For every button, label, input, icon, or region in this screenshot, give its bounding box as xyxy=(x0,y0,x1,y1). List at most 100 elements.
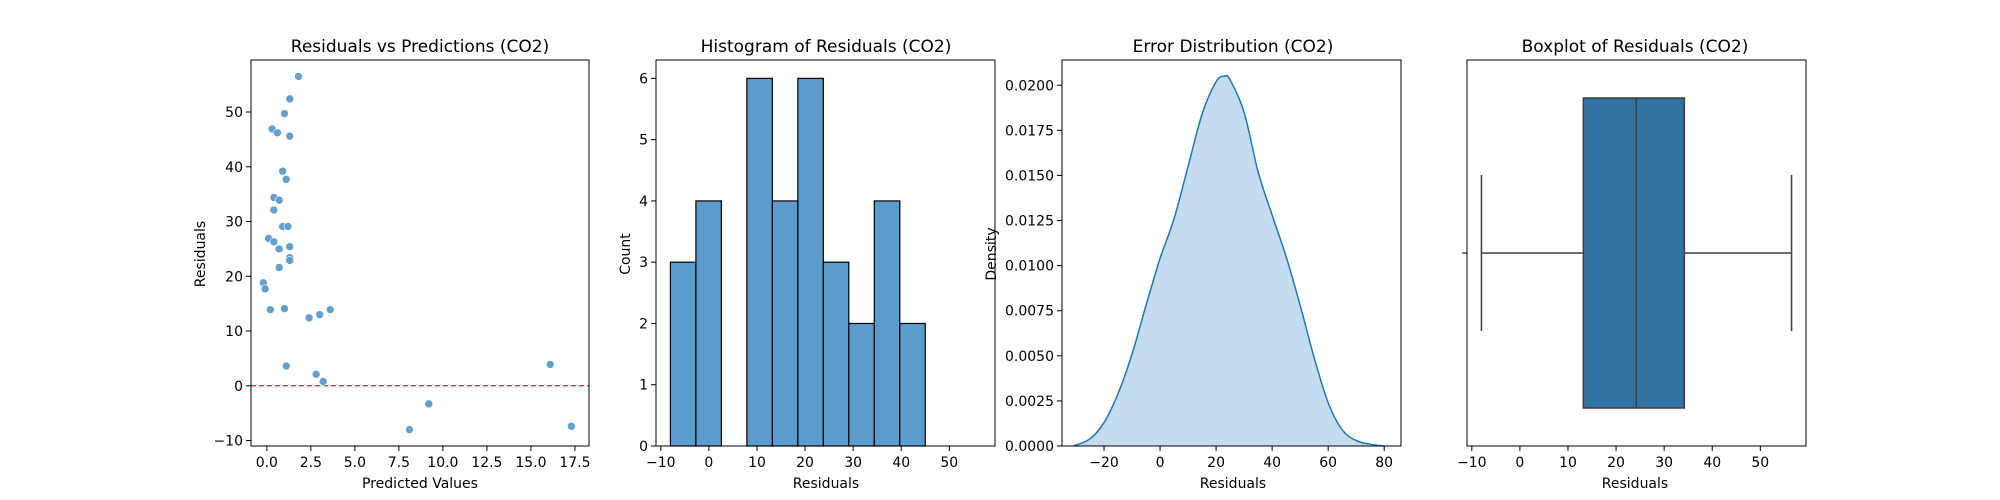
scatter-title: Residuals vs Predictions (CO2) xyxy=(291,37,549,57)
scatter-point xyxy=(283,222,293,231)
scatter-point xyxy=(285,256,295,265)
scatter-x-tick-label: 0.0 xyxy=(256,455,278,471)
scatter-y-label: Residuals xyxy=(193,221,209,287)
scatter-y-tick-label: 40 xyxy=(225,160,243,176)
histogram-bar xyxy=(899,322,926,447)
density-panel: −20 0 20 40 60 80 0.0000 0.0025 0.0050 0.0075 0.01… xyxy=(984,37,1402,492)
scatter-point xyxy=(285,242,295,252)
scatter-point xyxy=(304,313,314,323)
density-y-tick-label: 0.0200 xyxy=(1005,78,1054,94)
density-x-tick-label: 20 xyxy=(1207,455,1225,471)
scatter-point xyxy=(266,305,275,314)
histogram-x-tick-label: 50 xyxy=(940,455,958,471)
histogram-y-label: Count xyxy=(618,233,634,275)
scatter-x-tick-label: 17.5 xyxy=(559,455,590,471)
scatter-x-tick-label: 15.0 xyxy=(515,455,546,471)
scatter-x-label: Predicted Values xyxy=(362,476,478,492)
scatter-point xyxy=(281,175,291,184)
histogram-x-tick-label: 40 xyxy=(892,455,910,471)
histogram-x-tick-label: −10 xyxy=(646,455,676,471)
histogram-y-tick-label: 3 xyxy=(639,255,648,271)
scatter-point xyxy=(269,205,279,215)
density-x-tick-label: −20 xyxy=(1089,455,1119,471)
boxplot-title: Boxplot of Residuals (CO2) xyxy=(1522,37,1749,57)
histogram-bar xyxy=(797,77,824,447)
scatter-x-tick-label: 12.5 xyxy=(471,455,502,471)
density-frame xyxy=(1061,59,1402,447)
scatter-point xyxy=(269,237,279,247)
histogram-x-tick-label: 10 xyxy=(748,455,766,471)
histogram-y-tick-label: 6 xyxy=(639,71,648,87)
scatter-point xyxy=(294,72,303,81)
histogram-y-tick-label: 4 xyxy=(639,194,648,210)
histogram-x-tick-label: 0 xyxy=(704,455,713,471)
density-y-tick-label: 0.0000 xyxy=(1005,439,1054,455)
scatter-point xyxy=(278,166,287,176)
scatter-point xyxy=(545,360,555,369)
density-x-tick-label: 0 xyxy=(1156,455,1165,471)
scatter-plot-area: 0.0 2.5 5.0 7.5 10.0 12.5 15.0 17.5 −10 0 10 20 30 40… xyxy=(213,59,591,471)
histogram-y-tick-label: 5 xyxy=(639,133,648,149)
density-x-tick-label: 40 xyxy=(1263,455,1281,471)
scatter-point xyxy=(281,361,291,371)
boxplot-x-tick-label: 50 xyxy=(1751,455,1769,471)
density-plot-area: −20 0 20 40 60 80 0.0000 0.0025 0.0050 0.0075 0.01… xyxy=(1005,59,1402,471)
boxplot-panel: −10 0 10 20 30 40 50 Boxplot of Residuals (CO2… xyxy=(1457,37,1807,492)
scatter-point xyxy=(260,284,270,294)
histogram-title: Histogram of Residuals (CO2) xyxy=(701,37,952,57)
histogram-bar xyxy=(873,200,901,447)
scatter-point xyxy=(424,399,434,409)
histogram-bar xyxy=(695,200,722,447)
histogram-bar xyxy=(771,200,799,447)
boxplot-x-tick-label: 0 xyxy=(1515,455,1524,471)
density-y-tick-label: 0.0025 xyxy=(1005,394,1054,410)
scatter-y-tick-label: 0 xyxy=(234,379,243,395)
boxplot-x-tick-label: 20 xyxy=(1607,455,1625,471)
density-y-tick-label: 0.0050 xyxy=(1005,349,1054,365)
scatter-point xyxy=(273,128,282,138)
scatter-y-tick-label: −10 xyxy=(213,434,243,450)
histogram-y-tick-label: 1 xyxy=(639,378,648,394)
scatter-x-tick-label: 7.5 xyxy=(388,455,410,471)
density-y-tick-label: 0.0100 xyxy=(1005,259,1054,275)
density-y-tick-label: 0.0125 xyxy=(1005,214,1054,230)
scatter-point xyxy=(285,94,295,104)
boxplot-x-label: Residuals xyxy=(1602,476,1668,492)
histogram-x-tick-label: 20 xyxy=(796,455,814,471)
histogram-bar xyxy=(746,77,773,447)
scatter-panel: 0.0 2.5 5.0 7.5 10.0 12.5 15.0 17.5 −10 0 10 20 30 40… xyxy=(193,37,591,492)
scatter-y-tick-label: 50 xyxy=(225,105,243,121)
scatter-point xyxy=(274,244,284,254)
scatter-point xyxy=(405,425,414,434)
scatter-point xyxy=(325,305,335,314)
density-y-tick-label: 0.0175 xyxy=(1005,123,1054,139)
density-y-tick-label: 0.0075 xyxy=(1005,304,1054,320)
density-fill xyxy=(1073,75,1385,446)
boxplot-x-tick-label: −10 xyxy=(1457,455,1487,471)
histogram-bar xyxy=(669,261,697,447)
density-x-tick-label: 60 xyxy=(1319,455,1337,471)
boxplot-frame xyxy=(1466,59,1807,447)
scatter-x-tick-label: 10.0 xyxy=(427,455,458,471)
scatter-y-tick-label: 30 xyxy=(225,215,243,231)
boxplot-x-tick-label: 30 xyxy=(1655,455,1673,471)
scatter-point xyxy=(280,304,289,313)
histogram-frame xyxy=(655,59,996,447)
scatter-x-tick-label: 5.0 xyxy=(344,455,366,471)
boxplot-x-tick-label: 10 xyxy=(1559,455,1577,471)
scatter-frame xyxy=(250,59,590,447)
scatter-point xyxy=(315,310,324,319)
scatter-point xyxy=(285,131,295,141)
scatter-y-tick-label: 10 xyxy=(225,324,243,340)
histogram-x-label: Residuals xyxy=(793,476,859,492)
density-x-tick-label: 80 xyxy=(1375,455,1393,471)
density-x-label: Residuals xyxy=(1200,476,1266,492)
scatter-y-tick-label: 20 xyxy=(225,269,243,285)
density-curve xyxy=(1072,74,1385,447)
histogram-y-tick-label: 0 xyxy=(639,439,648,455)
scatter-point xyxy=(280,109,289,118)
histogram-bar xyxy=(822,261,850,447)
scatter-point xyxy=(318,377,328,386)
boxplot-x-tick-label: 40 xyxy=(1703,455,1721,471)
